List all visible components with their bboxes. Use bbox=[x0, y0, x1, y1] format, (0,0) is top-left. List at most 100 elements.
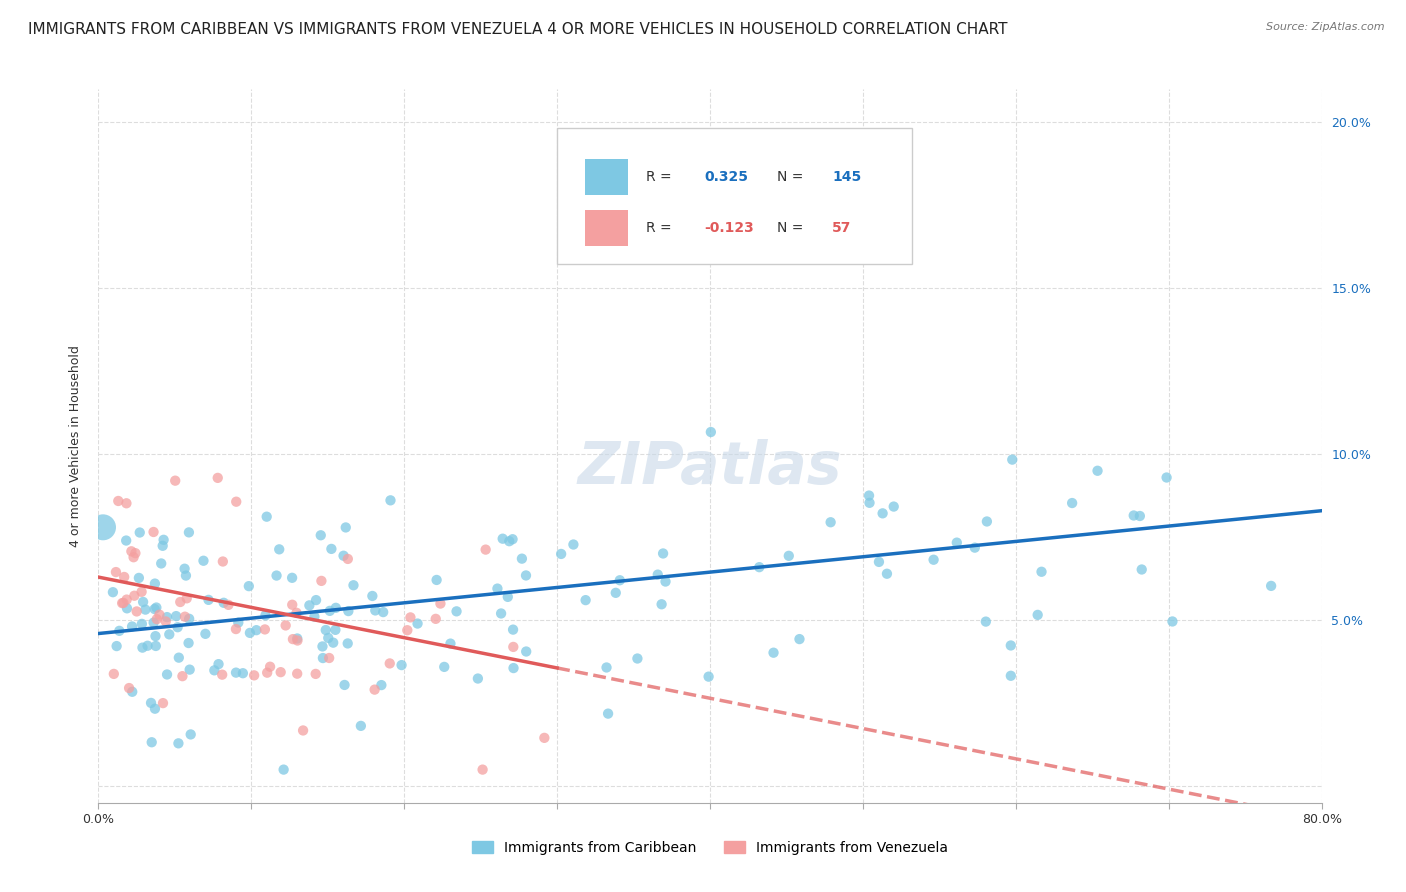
Point bbox=[820, 515, 842, 529]
Point bbox=[336, 636, 359, 650]
Point bbox=[502, 533, 524, 547]
Point bbox=[311, 640, 333, 654]
Point bbox=[502, 640, 524, 654]
Point bbox=[107, 494, 129, 508]
Point bbox=[515, 644, 537, 658]
Point bbox=[180, 727, 202, 741]
Point bbox=[122, 550, 145, 565]
Point bbox=[115, 592, 138, 607]
Point bbox=[121, 619, 143, 633]
Point bbox=[104, 565, 127, 579]
Point bbox=[165, 474, 187, 488]
Point bbox=[1000, 669, 1022, 683]
Point bbox=[1062, 496, 1084, 510]
Point bbox=[128, 525, 150, 540]
Point bbox=[112, 596, 135, 610]
Point bbox=[492, 532, 515, 546]
Point bbox=[311, 574, 333, 588]
Point bbox=[370, 678, 392, 692]
Point bbox=[883, 500, 905, 514]
Point bbox=[143, 702, 166, 716]
Point bbox=[177, 525, 200, 540]
Point bbox=[239, 626, 262, 640]
Point bbox=[1000, 639, 1022, 653]
Point bbox=[124, 589, 146, 603]
Point bbox=[515, 568, 537, 582]
Point bbox=[217, 598, 239, 612]
Point bbox=[132, 595, 155, 609]
Point bbox=[124, 546, 146, 560]
Point bbox=[150, 557, 173, 571]
Point bbox=[309, 528, 332, 542]
Point bbox=[429, 597, 451, 611]
Point bbox=[281, 571, 304, 585]
Legend: Immigrants from Caribbean, Immigrants from Venezuela: Immigrants from Caribbean, Immigrants fr… bbox=[467, 835, 953, 860]
Point bbox=[332, 549, 354, 563]
Point bbox=[510, 551, 533, 566]
Point bbox=[502, 623, 524, 637]
Text: R =: R = bbox=[647, 221, 676, 235]
Point bbox=[489, 607, 512, 621]
Point bbox=[1260, 579, 1282, 593]
Point bbox=[651, 597, 673, 611]
Point bbox=[193, 554, 215, 568]
Point bbox=[254, 608, 277, 623]
Point bbox=[321, 541, 343, 556]
Point bbox=[609, 574, 631, 588]
Point bbox=[697, 670, 720, 684]
Point bbox=[176, 591, 198, 606]
Point bbox=[141, 735, 163, 749]
Point bbox=[155, 615, 177, 629]
Point bbox=[318, 651, 340, 665]
Point bbox=[363, 682, 385, 697]
Point bbox=[361, 589, 384, 603]
Point bbox=[145, 639, 167, 653]
Point bbox=[167, 650, 190, 665]
Point bbox=[322, 635, 344, 649]
Point bbox=[474, 542, 496, 557]
Point bbox=[350, 719, 373, 733]
Point bbox=[131, 640, 153, 655]
Point bbox=[165, 609, 187, 624]
Point bbox=[225, 622, 247, 636]
Point bbox=[274, 618, 297, 632]
Point bbox=[446, 604, 468, 618]
Point bbox=[273, 763, 295, 777]
Point bbox=[243, 668, 266, 682]
Point bbox=[325, 623, 347, 637]
Text: -0.123: -0.123 bbox=[704, 221, 754, 235]
Point bbox=[533, 731, 555, 745]
Point bbox=[467, 672, 489, 686]
Bar bbox=[585, 211, 628, 246]
Point bbox=[142, 524, 165, 539]
Point bbox=[145, 629, 167, 643]
Point bbox=[304, 609, 326, 624]
Point bbox=[498, 534, 520, 549]
Point bbox=[146, 612, 169, 626]
Point bbox=[212, 596, 235, 610]
Point bbox=[1031, 565, 1053, 579]
Point bbox=[115, 601, 138, 615]
Point bbox=[145, 600, 167, 615]
Point bbox=[285, 632, 308, 646]
Point bbox=[378, 657, 401, 671]
Point bbox=[285, 606, 308, 620]
Text: ZIPatlas: ZIPatlas bbox=[578, 439, 842, 496]
Point bbox=[292, 723, 315, 738]
Point bbox=[108, 624, 131, 638]
Point bbox=[211, 554, 233, 568]
Point bbox=[118, 681, 141, 695]
Point bbox=[1130, 562, 1153, 576]
Point bbox=[647, 567, 669, 582]
Point bbox=[172, 669, 194, 683]
Point bbox=[305, 667, 328, 681]
Point bbox=[152, 696, 174, 710]
Point bbox=[166, 620, 188, 634]
Point bbox=[439, 637, 461, 651]
Point bbox=[858, 489, 880, 503]
Point bbox=[131, 616, 153, 631]
Point bbox=[399, 610, 422, 624]
Point bbox=[946, 535, 969, 549]
Point bbox=[270, 665, 292, 680]
Point bbox=[373, 605, 395, 619]
